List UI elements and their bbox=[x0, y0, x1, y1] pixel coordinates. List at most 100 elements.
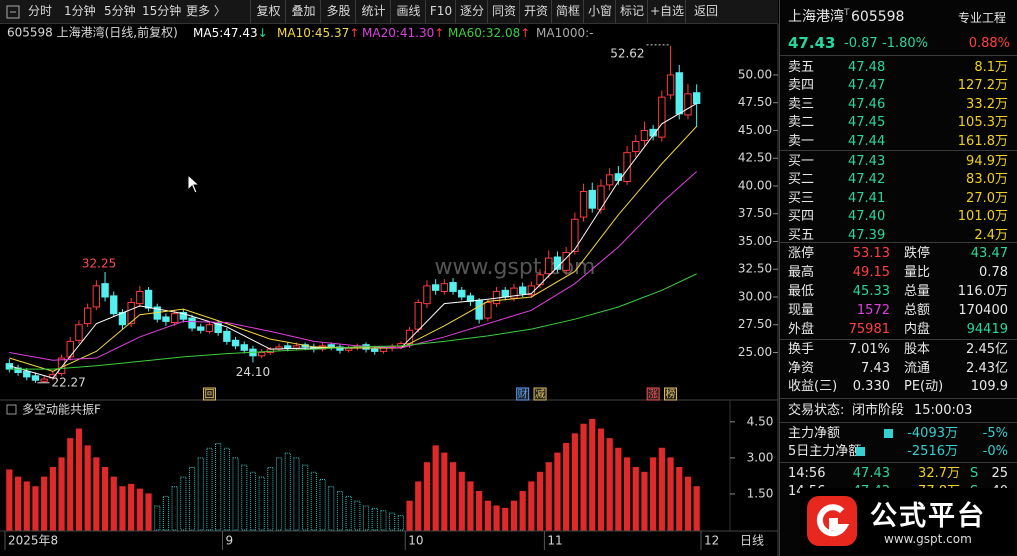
candle-body bbox=[684, 93, 692, 116]
candle-body bbox=[571, 218, 579, 252]
toolbar-button[interactable]: 5分钟 bbox=[104, 4, 136, 18]
candle-body bbox=[588, 189, 596, 209]
indicator-bar bbox=[641, 471, 648, 531]
toolbar-button[interactable]: 叠加 bbox=[285, 0, 321, 23]
y-tick-label: 25.00 bbox=[738, 345, 772, 359]
toolbar-button[interactable]: 1分钟 bbox=[64, 4, 96, 18]
legend-label: MA1000:- bbox=[536, 26, 594, 40]
y-tick-label: 47.50 bbox=[738, 95, 772, 109]
candle-body bbox=[92, 285, 101, 308]
candle-body bbox=[240, 344, 248, 351]
candle-body bbox=[484, 302, 492, 319]
candle-body bbox=[449, 282, 457, 292]
indicator-bar bbox=[249, 471, 257, 531]
toolbar-button[interactable]: 画线 bbox=[390, 0, 426, 23]
toolbar-button[interactable]: 简框 bbox=[551, 0, 584, 23]
toolbar-button[interactable]: 同资 bbox=[487, 0, 520, 23]
event-marker-box bbox=[646, 387, 660, 401]
y-tick-label: 35.00 bbox=[738, 234, 772, 248]
logo-name: 公式平台 bbox=[870, 501, 986, 532]
quote-text: 127.2万 bbox=[957, 78, 1008, 94]
legend-text: MA5: bbox=[193, 26, 223, 40]
toolbar-button[interactable]: 多股 bbox=[320, 0, 356, 23]
annotation: 32.25 bbox=[82, 257, 116, 271]
candle-body bbox=[23, 370, 31, 378]
y-tick-label: 3.00 bbox=[747, 450, 774, 464]
toolbar-button[interactable]: 小窗 bbox=[583, 0, 616, 23]
legend-text: MA1000: bbox=[536, 26, 589, 40]
toolbar-button[interactable]: 统计 bbox=[355, 0, 391, 23]
toolbar-button[interactable]: 标记 bbox=[615, 0, 648, 23]
indicator-bar bbox=[145, 493, 152, 531]
indicator-icon[interactable] bbox=[6, 404, 17, 415]
toolbar-button[interactable]: F10 bbox=[425, 0, 456, 23]
quote-text: 股本 bbox=[904, 342, 931, 357]
toolbar-button[interactable]: 15分钟 bbox=[142, 4, 182, 18]
toolbar-button[interactable]: 复权 bbox=[250, 0, 286, 23]
quote-text: 47.47 bbox=[848, 78, 886, 94]
indicator-bar bbox=[632, 467, 639, 531]
indicator-bar bbox=[154, 505, 161, 531]
quote-text: 47.43 bbox=[788, 34, 836, 52]
legend-text: 45.37 bbox=[315, 26, 349, 40]
toolbar-button[interactable]: 更多 〉 bbox=[186, 4, 226, 18]
candle-body bbox=[144, 289, 153, 309]
candle-body bbox=[518, 286, 527, 295]
indicator-bar bbox=[545, 462, 552, 531]
quote-text: 605598 bbox=[851, 9, 905, 25]
y-tick-label: 30.00 bbox=[738, 289, 772, 303]
toolbar-button[interactable]: 分时 bbox=[28, 4, 53, 18]
y-tick-label: 50.00 bbox=[738, 67, 772, 81]
indicator-bar bbox=[415, 481, 422, 531]
indicator-bar bbox=[389, 512, 396, 531]
quote-text: 94419 bbox=[966, 322, 1008, 337]
quote-text: 53.13 bbox=[852, 246, 890, 261]
quote-text: -0% bbox=[982, 444, 1008, 459]
quote-text: -0.87 bbox=[844, 36, 878, 51]
indicator-bar bbox=[667, 457, 674, 531]
quote-text: 现量 bbox=[788, 303, 815, 318]
legend-text: MA60: bbox=[448, 26, 486, 40]
quote-text: 105.3万 bbox=[957, 115, 1008, 131]
candle-body bbox=[440, 283, 449, 292]
quote-text: 170400 bbox=[958, 303, 1008, 318]
x-tick-label: 2025年8 bbox=[8, 534, 58, 548]
menu-icon[interactable] bbox=[6, 5, 20, 19]
separator bbox=[780, 422, 1017, 423]
quote-text: -5% bbox=[982, 426, 1008, 441]
toolbar-button[interactable]: +自选 bbox=[647, 0, 686, 23]
quote-text: 净资 bbox=[788, 360, 815, 376]
indicator-bar bbox=[623, 457, 631, 531]
quote-text: 卖三 bbox=[788, 96, 815, 112]
legend-text: - bbox=[589, 26, 593, 40]
indicator-bar bbox=[258, 476, 265, 531]
quote-text: 101.0万 bbox=[957, 209, 1008, 225]
indicator-bar bbox=[658, 447, 665, 531]
indicator-bar bbox=[267, 467, 274, 531]
quote-text: 47.48 bbox=[848, 60, 886, 75]
quote-text: 47.40 bbox=[848, 209, 886, 225]
quote-text: 45.33 bbox=[852, 284, 890, 299]
quote-text: 47.43 bbox=[848, 154, 886, 169]
indicator-bar bbox=[232, 457, 239, 531]
toolbar-button[interactable]: 逐分 bbox=[455, 0, 488, 23]
quote-text: 5日主力净额 bbox=[788, 444, 862, 459]
quote-text: 买一 bbox=[788, 154, 815, 169]
indicator-bar bbox=[467, 481, 474, 531]
event-marker-box bbox=[664, 387, 678, 401]
indicator-bar bbox=[493, 505, 500, 531]
quote-text: 专业工程 bbox=[958, 11, 1007, 25]
indicator-bar bbox=[693, 486, 700, 531]
quote-text: 内盘 bbox=[904, 322, 931, 337]
toolbar-button[interactable]: 返回 bbox=[685, 0, 726, 23]
quote-text: 75981 bbox=[848, 322, 890, 337]
logo: 公式平台 www.gspt.com bbox=[800, 488, 1014, 554]
toolbar-button[interactable]: 开资 bbox=[519, 0, 552, 23]
event-marker: 减 bbox=[535, 389, 545, 401]
x-tick-label: 10 bbox=[408, 534, 423, 548]
indicator-bar bbox=[171, 486, 178, 531]
legend-label: MA20:41.30↑ bbox=[362, 26, 444, 40]
indicator-bar bbox=[6, 469, 13, 531]
quote-text: 流通 bbox=[904, 360, 931, 376]
separator bbox=[780, 242, 1017, 243]
